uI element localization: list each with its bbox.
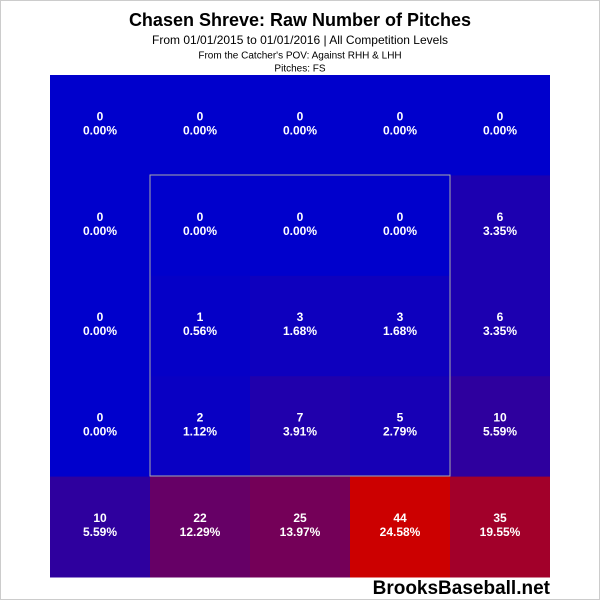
count-label: 0 <box>97 411 104 425</box>
cell <box>250 175 350 277</box>
percent-label: 0.00% <box>83 324 117 338</box>
count-label: 25 <box>293 511 307 525</box>
percent-label: 0.00% <box>383 224 417 238</box>
count-label: 0 <box>297 210 304 224</box>
percent-label: 3.35% <box>483 324 517 338</box>
percent-label: 19.55% <box>480 525 521 539</box>
count-label: 0 <box>397 210 404 224</box>
cell <box>50 376 150 478</box>
percent-label: 12.29% <box>180 525 221 539</box>
count-label: 1 <box>197 310 204 324</box>
percent-label: 5.59% <box>483 425 517 439</box>
percent-label: 0.00% <box>183 224 217 238</box>
cell <box>350 175 450 277</box>
percent-label: 0.00% <box>483 123 517 137</box>
percent-label: 0.56% <box>183 324 217 338</box>
percent-label: 3.35% <box>483 224 517 238</box>
cell <box>450 376 550 478</box>
cell <box>350 75 450 176</box>
percent-label: 1.68% <box>283 324 317 338</box>
count-label: 10 <box>493 411 507 425</box>
percent-label: 3.91% <box>283 425 317 439</box>
cell <box>250 476 350 578</box>
count-label: 5 <box>397 411 404 425</box>
cell <box>150 476 250 578</box>
cell <box>350 476 450 578</box>
percent-label: 24.58% <box>380 525 421 539</box>
count-label: 0 <box>97 310 104 324</box>
subtitle: From 01/01/2015 to 01/01/2016 | All Comp… <box>152 33 448 47</box>
count-label: 0 <box>297 109 304 123</box>
cell <box>150 376 250 478</box>
cell <box>250 275 350 377</box>
cell <box>250 75 350 176</box>
percent-label: 0.00% <box>383 123 417 137</box>
count-label: 0 <box>197 210 204 224</box>
pitch-type: Pitches: FS <box>274 64 325 75</box>
cell <box>150 175 250 277</box>
percent-label: 1.68% <box>383 324 417 338</box>
count-label: 7 <box>297 411 304 425</box>
percent-label: 0.00% <box>83 224 117 238</box>
count-label: 0 <box>397 109 404 123</box>
count-label: 0 <box>97 210 104 224</box>
strike-zone <box>149 174 451 477</box>
cell <box>150 275 250 377</box>
cell <box>450 275 550 377</box>
heatmap: 00.00%00.00%00.00%00.00%00.00%00.00%00.0… <box>50 75 550 578</box>
count-label: 35 <box>493 511 507 525</box>
percent-label: 5.59% <box>83 525 117 539</box>
percent-label: 13.97% <box>280 525 321 539</box>
count-label: 0 <box>97 109 104 123</box>
percent-label: 0.00% <box>283 224 317 238</box>
cell <box>350 376 450 478</box>
cell <box>450 75 550 176</box>
count-label: 2 <box>197 411 204 425</box>
count-label: 6 <box>497 210 504 224</box>
count-label: 6 <box>497 310 504 324</box>
cell <box>450 175 550 277</box>
count-label: 44 <box>393 511 407 525</box>
percent-label: 0.00% <box>83 123 117 137</box>
watermark: BrooksBaseball.net <box>373 578 551 599</box>
percent-label: 1.12% <box>183 425 217 439</box>
count-label: 22 <box>193 511 207 525</box>
cell <box>50 75 150 176</box>
chart-title: Chasen Shreve: Raw Number of Pitches <box>129 10 471 30</box>
note: From the Catcher's POV: Against RHH & LH… <box>198 51 401 62</box>
cell <box>50 476 150 578</box>
count-label: 10 <box>93 511 107 525</box>
cell <box>150 75 250 176</box>
cell <box>250 376 350 478</box>
cell <box>450 476 550 578</box>
percent-label: 0.00% <box>183 123 217 137</box>
count-label: 3 <box>397 310 404 324</box>
count-label: 3 <box>297 310 304 324</box>
percent-label: 2.79% <box>383 425 417 439</box>
cell <box>350 275 450 377</box>
cell <box>50 275 150 377</box>
count-label: 0 <box>497 109 504 123</box>
count-label: 0 <box>197 109 204 123</box>
cell <box>50 175 150 277</box>
percent-label: 0.00% <box>283 123 317 137</box>
percent-label: 0.00% <box>83 425 117 439</box>
